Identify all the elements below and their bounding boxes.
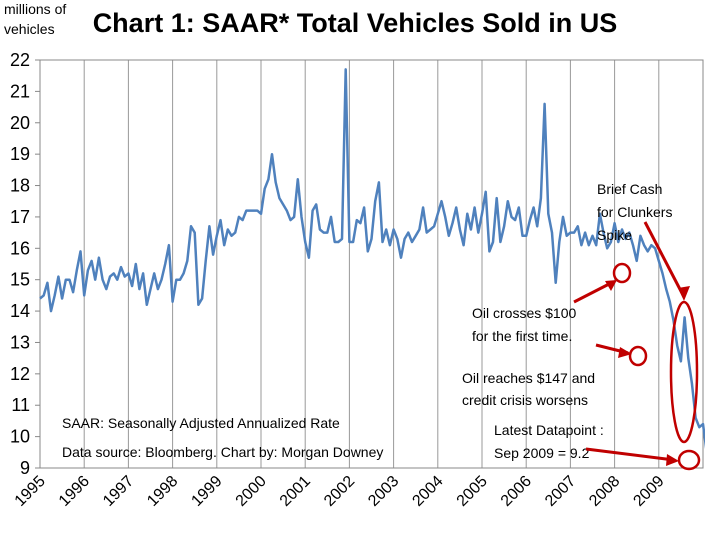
highlight-oil147-circle xyxy=(628,345,648,367)
series-group xyxy=(39,68,705,449)
annotation-oil100-line2: for the first time. xyxy=(472,328,572,344)
annotation-oil147-line2: credit crisis worsens xyxy=(462,392,588,408)
highlight-cash-ellipse xyxy=(669,300,699,444)
y-tick-label: 18 xyxy=(10,176,30,196)
y-tick-label: 15 xyxy=(10,270,30,290)
highlights xyxy=(612,262,701,471)
y-tick-label: 21 xyxy=(10,81,30,101)
x-tick-label: 1998 xyxy=(144,473,181,510)
x-tick-label: 2005 xyxy=(454,473,491,510)
arrow-latest xyxy=(585,447,675,462)
y-axis-label-line1: millions of xyxy=(4,1,66,17)
plot-area-border xyxy=(39,59,704,469)
x-tick-label: 2008 xyxy=(586,473,623,510)
highlight-oil100-circle xyxy=(612,262,632,284)
x-tick-label: 2002 xyxy=(321,473,358,510)
chart-title: Chart 1: SAAR* Total Vehicles Sold in US xyxy=(93,8,618,38)
y-tick-label: 12 xyxy=(10,364,30,384)
annotation-cash-line1: Brief Cash xyxy=(597,181,662,197)
y-tick-label: 20 xyxy=(10,113,30,133)
annotation-oil100-line1: Oil crosses $100 xyxy=(472,305,576,321)
x-tick-label: 2007 xyxy=(542,473,579,510)
y-tick-label: 22 xyxy=(10,50,30,70)
y-tick-label: 14 xyxy=(10,301,30,321)
x-tick-label: 2009 xyxy=(630,473,667,510)
annotation-cash-line2: for Clunkers xyxy=(597,204,672,220)
arrow-latest-head xyxy=(666,454,679,466)
x-tick-label: 2003 xyxy=(365,473,402,510)
y-axis: 9 10 11 12 13 14 15 16 17 18 19 20 21 22 xyxy=(10,50,40,478)
x-tick-label: 2004 xyxy=(409,473,446,510)
arrow-oil100 xyxy=(573,280,614,304)
x-tick-label: 1996 xyxy=(56,473,93,510)
arrows xyxy=(573,221,690,466)
y-tick-label: 16 xyxy=(10,238,30,258)
y-tick-label: 10 xyxy=(10,427,30,447)
arrow-cash-head xyxy=(678,286,690,301)
x-tick-label: 2000 xyxy=(233,473,270,510)
annotation-saar-note: SAAR: Seasonally Adjusted Annualized Rat… xyxy=(62,415,340,431)
x-axis: 1995 1996 1997 1998 1999 2000 2001 2002 2003 2004… xyxy=(12,473,668,510)
arrow-oil147-head xyxy=(618,347,632,358)
annotation-oil147-line1: Oil reaches $147 and xyxy=(462,370,595,386)
y-tick-label: 11 xyxy=(11,395,30,415)
annotation-latest-line2: Sep 2009 = 9.2 xyxy=(494,445,590,461)
y-tick-label: 13 xyxy=(10,332,30,352)
annotation-cash-line3: Spike xyxy=(597,227,632,243)
highlight-latest-circle xyxy=(677,449,701,471)
x-tick-label: 1999 xyxy=(188,473,225,510)
y-axis-label-line2: vehicles xyxy=(4,21,55,37)
annotation-source-note: Data source: Bloomberg. Chart by: Morgan… xyxy=(62,444,383,460)
y-tick-label: 19 xyxy=(10,144,30,164)
annotation-latest-line1: Latest Datapoint : xyxy=(494,422,604,438)
annotations: Brief Cash for Clunkers Spike Oil crosse… xyxy=(62,181,672,461)
x-tick-label: 1995 xyxy=(12,473,49,510)
arrow-cash xyxy=(643,221,686,298)
x-tick-label: 2006 xyxy=(498,473,535,510)
x-tick-label: 1997 xyxy=(100,473,137,510)
x-tick-label: 2001 xyxy=(277,473,314,510)
y-tick-label: 9 xyxy=(20,458,30,478)
arrow-oil100-head xyxy=(605,280,617,291)
series-line xyxy=(39,68,705,449)
y-tick-label: 17 xyxy=(10,207,30,227)
